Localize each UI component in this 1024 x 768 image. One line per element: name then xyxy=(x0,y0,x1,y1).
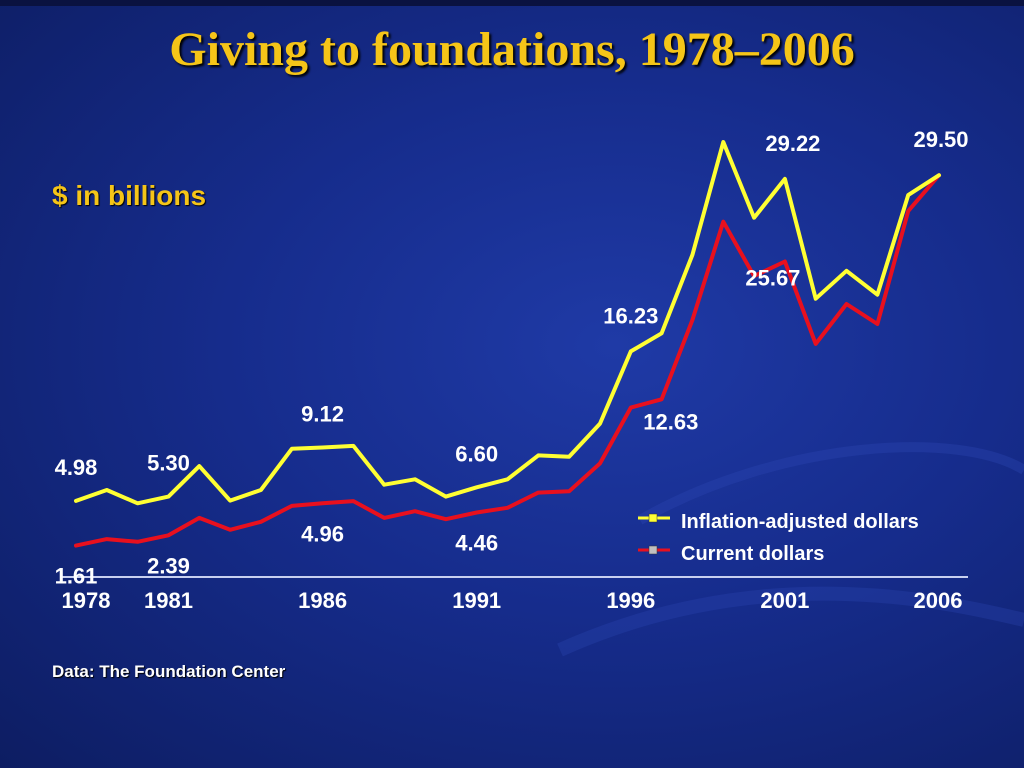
x-tick-label: 1981 xyxy=(144,588,193,613)
data-label: 9.12 xyxy=(301,402,344,427)
legend: Inflation-adjusted dollars Current dollar… xyxy=(638,511,919,565)
data-label: 25.67 xyxy=(745,266,800,291)
x-tick-label: 1986 xyxy=(298,588,347,613)
data-label: 4.98 xyxy=(55,455,98,480)
x-tick-label: 1991 xyxy=(452,588,501,613)
x-tick-labels: 1978 1981 1986 1991 1996 2001 2006 xyxy=(62,588,963,613)
data-label: 1.61 xyxy=(55,564,98,589)
data-label: 2.39 xyxy=(147,553,190,578)
slide-title: Giving to foundations, 1978–2006 xyxy=(169,23,855,76)
data-label: 29.22 xyxy=(765,131,820,156)
data-label: 6.60 xyxy=(455,441,498,466)
x-tick-label: 1978 xyxy=(62,588,111,613)
x-tick-label: 2006 xyxy=(914,588,963,613)
series-layer xyxy=(74,140,941,548)
decorative-swirl xyxy=(557,586,1024,657)
decorative-swirl xyxy=(637,442,1024,525)
top-bar xyxy=(0,0,1024,6)
series-line-inflation-adjusted-dollars xyxy=(74,140,941,506)
data-label: 4.96 xyxy=(301,521,344,546)
legend-entry: Inflation-adjusted dollars xyxy=(681,511,919,533)
legend-entry: Current dollars xyxy=(681,543,824,565)
series-line-current-dollars xyxy=(74,173,941,548)
data-labels: 4.98 5.30 9.12 6.60 16.23 29.22 29.50 1.61 2.39 4… xyxy=(55,127,969,588)
unit-label: $ in billions xyxy=(52,180,207,211)
legend-swatch-marker xyxy=(648,513,658,523)
legend-swatch-marker xyxy=(648,545,658,555)
data-label: 4.46 xyxy=(455,531,498,556)
data-label: 5.30 xyxy=(147,451,190,476)
data-label: 16.23 xyxy=(603,303,658,328)
source-note: Data: The Foundation Center xyxy=(52,662,286,681)
data-label: 12.63 xyxy=(643,410,698,435)
x-tick-label: 1996 xyxy=(606,588,655,613)
data-label: 29.50 xyxy=(913,127,968,152)
x-tick-label: 2001 xyxy=(760,588,809,613)
